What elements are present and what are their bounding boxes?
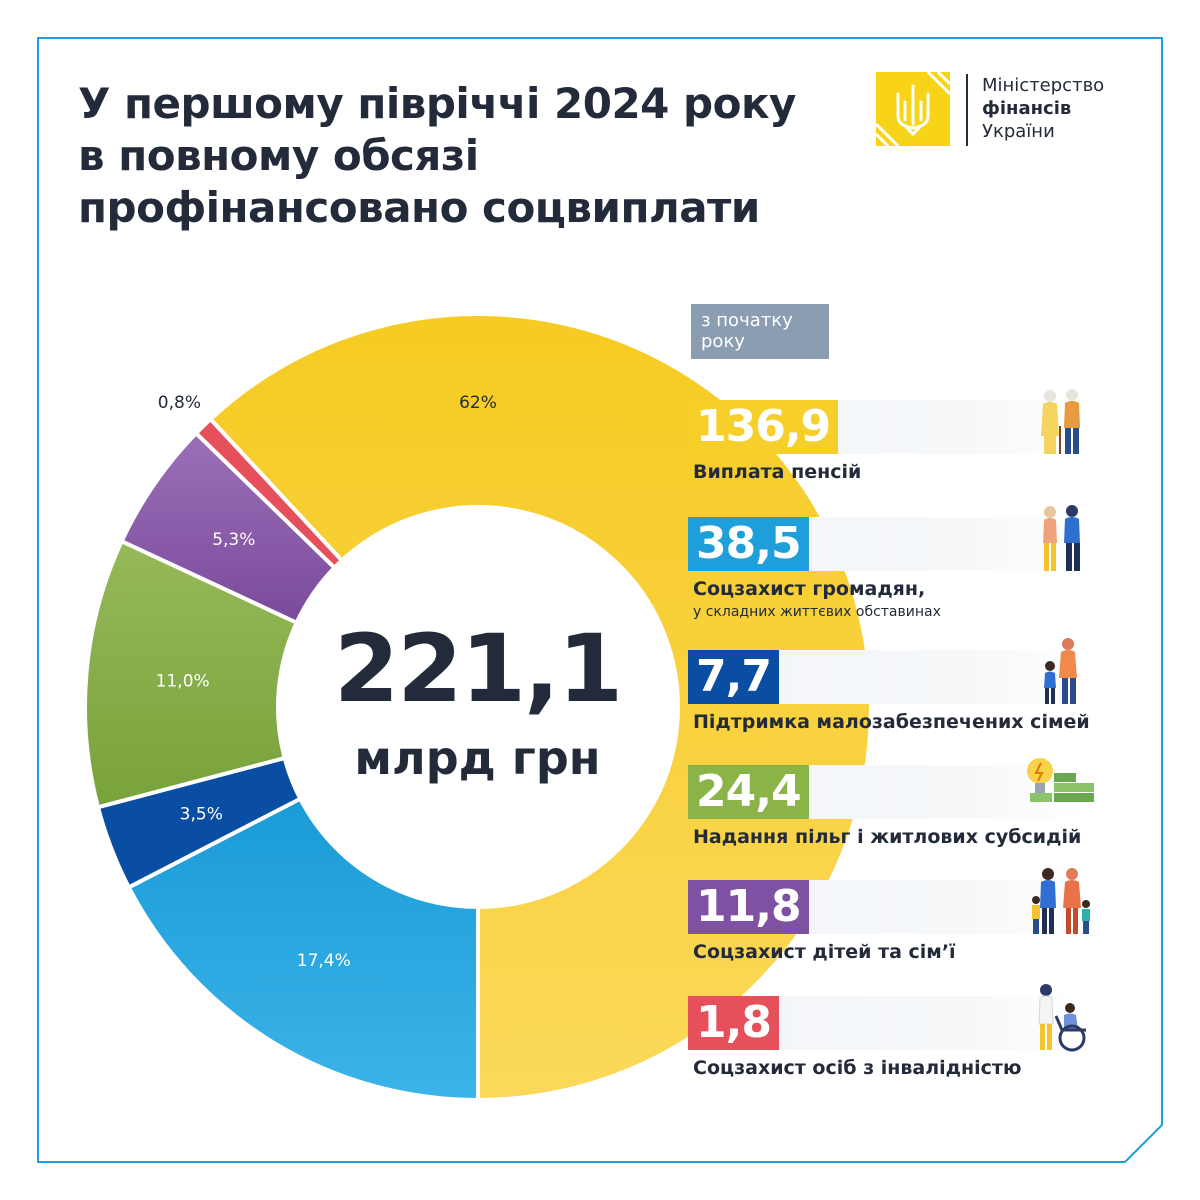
donut-labels: 62% 17,4% 3,5% 11,0% 5,3% 0,8%	[156, 393, 497, 971]
legend-value: 24,4	[688, 765, 809, 819]
legend-label: Виплата пенсій	[693, 461, 862, 483]
elderly-couple-icon	[1041, 389, 1080, 454]
slice-subsidies	[83, 538, 300, 810]
period-badge: з початку року	[691, 304, 829, 359]
title-line-2: в повному обсязі	[78, 131, 479, 180]
total-amount: 221,1	[333, 615, 623, 724]
legend-label: Соцзахист осіб з інвалідністю	[693, 1057, 1022, 1079]
legend-item-subsidies: 24,4 Надання пільг і житлових субсидій	[688, 758, 1128, 875]
logo-line-1: Міністерство	[982, 75, 1105, 96]
legend-item-pensions: 136,9 Виплата пенсій	[688, 389, 1128, 510]
slice-label-subsidies: 11,0%	[156, 672, 210, 692]
slice-label-disability: 0,8%	[158, 393, 201, 413]
slice-label-pensions: 62%	[459, 393, 497, 413]
legend-label: Підтримка малозабезпечених сімей	[693, 711, 1090, 733]
legend-label: Соцзахист дітей та сім’ї	[693, 941, 956, 963]
slice-label-children-family: 5,3%	[212, 530, 255, 550]
wheelchair-icon	[1038, 984, 1086, 1052]
legend-item-children-family: 11,8 Соцзахист дітей та сім’ї	[688, 868, 1128, 990]
parent-child-icon	[1044, 638, 1077, 704]
slice-social-protection	[126, 796, 480, 1103]
legend-label: Соцзахист громадян,	[693, 578, 926, 600]
legend-item-social-protection: 38,5 Соцзахист громадян, у складних житт…	[688, 505, 1128, 627]
title-line-1: У першому півріччі 2024 року	[78, 79, 796, 128]
logo-line-3: України	[982, 121, 1055, 142]
legend-value: 1,8	[688, 996, 779, 1050]
legend-sublabel: у складних життєвих обставинах	[693, 604, 941, 620]
slice-disability	[193, 416, 345, 571]
slice-label-low-income: 3,5%	[180, 804, 223, 824]
legend-value: 38,5	[688, 517, 809, 571]
supporting-couple-icon	[1043, 505, 1080, 571]
logo-line-2: фінансів	[982, 98, 1072, 119]
legend-value: 11,8	[688, 880, 809, 934]
legend-item-low-income: 7,7 Підтримка малозабезпечених сімей	[688, 638, 1128, 760]
slice-label-social-protection: 17,4%	[297, 951, 351, 971]
lightbulb-money-icon	[1027, 758, 1094, 802]
legend-value: 7,7	[688, 650, 779, 704]
family-icon	[1032, 868, 1090, 934]
legend-item-disability: 1,8 Соцзахист осіб з інвалідністю	[688, 984, 1128, 1106]
title-line-3: профінансовано соцвиплати	[78, 183, 760, 232]
logo-text: Міністерство фінансів України	[982, 74, 1104, 143]
legend-value: 136,9	[688, 400, 839, 454]
trident-emblem-icon	[876, 72, 950, 146]
total-unit: млрд грн	[354, 731, 601, 785]
ministry-logo: Міністерство фінансів України	[876, 72, 1136, 152]
legend-label: Надання пільг і житлових субсидій	[693, 826, 1082, 848]
page-title: У першому півріччі 2024 року в повному о…	[78, 78, 838, 234]
donut-slices	[83, 312, 873, 1103]
logo-divider	[966, 74, 968, 146]
